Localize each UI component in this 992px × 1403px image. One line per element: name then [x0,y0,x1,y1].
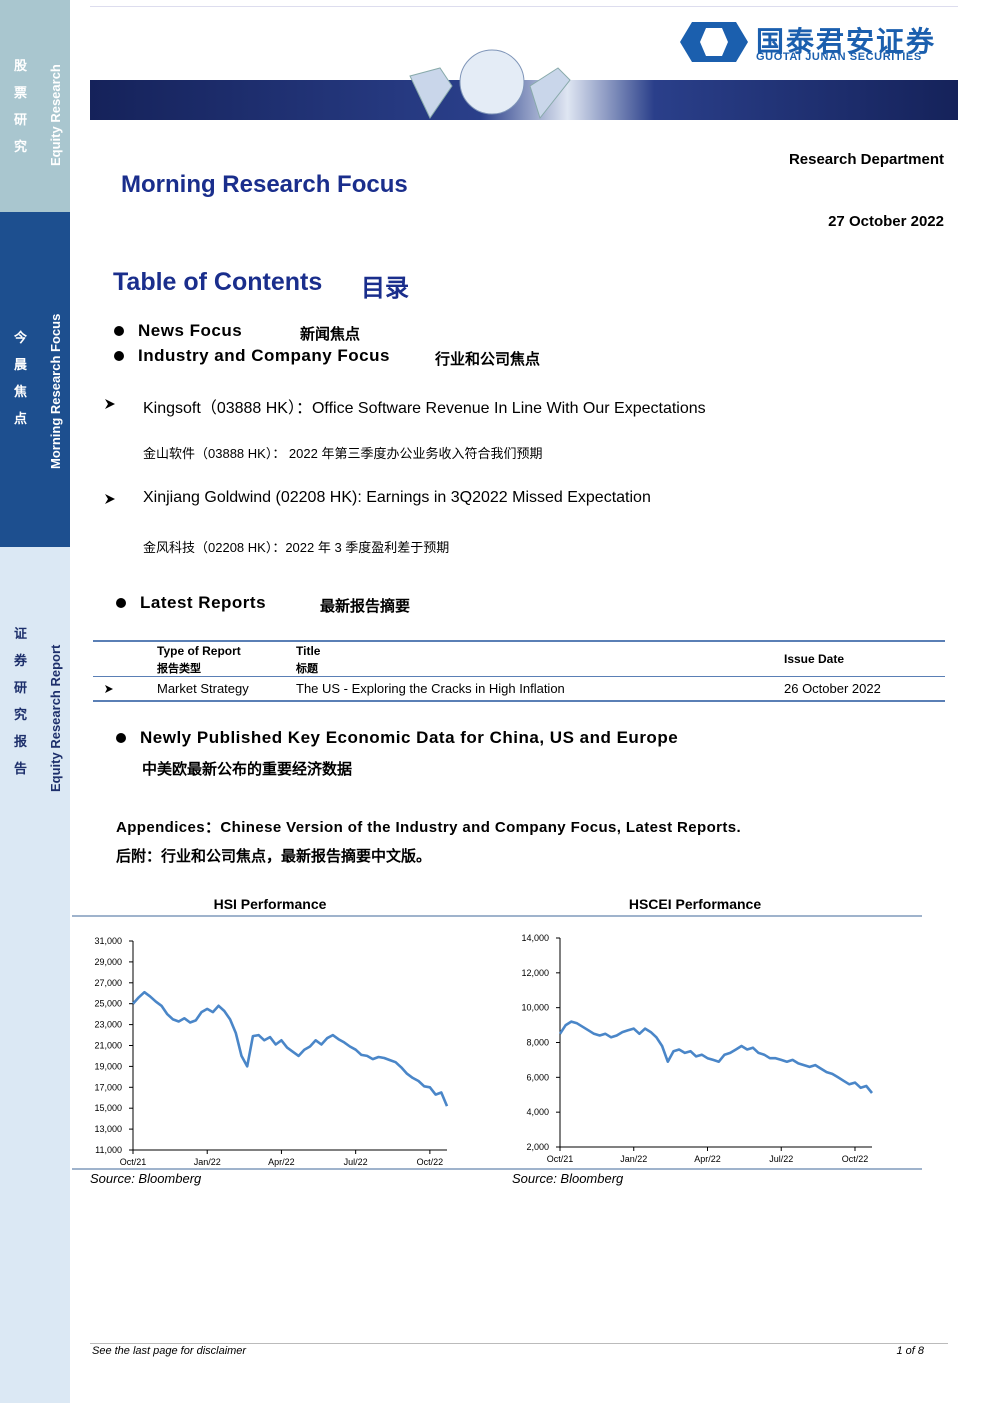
bullet [116,733,126,743]
toc-title-zh: 目录 [361,275,409,302]
y-tick-label: 6,000 [526,1072,549,1082]
sidebar-block [0,0,70,212]
section-zh: 最新报告摘要 [320,598,411,615]
title: Morning Research Focus [121,171,408,198]
bullet-en: Industry and Company Focus [138,346,390,365]
sidebar-en: Morning Research Focus [48,313,63,469]
bullet-zh: 行业和公司焦点 [435,351,541,368]
y-tick-label: 13,000 [94,1124,122,1134]
diamond [409,67,453,119]
department: Research Department [788,151,944,168]
y-tick-label: 11,000 [95,1145,122,1155]
x-tick-label: Oct/21 [547,1154,574,1164]
y-tick-label: 25,000 [94,999,122,1009]
y-tick-label: 15,000 [94,1103,122,1113]
table-cell: Market Strategy [157,681,249,696]
arrow-icon [105,494,115,504]
header [90,6,958,121]
section-en: Newly Published Key Economic Data for Ch… [140,728,679,747]
diamonds [409,49,571,120]
diamond [529,67,571,120]
sidebar-block [0,212,70,547]
x-tick-label: Jan/22 [620,1154,647,1164]
footer-page: 1 of 8 [896,1345,924,1357]
arrow-icon [105,399,115,409]
diamond [459,49,525,115]
logo-zh: 国泰君安证券 [756,26,937,57]
y-tick-label: 21,000 [94,1041,122,1051]
chart: HSI Performance Source: Bloomberg 11,000 13… [72,896,502,1186]
date: 27 October 2022 [828,213,944,230]
bullet [114,326,124,336]
sidebar-zh: 证券研究报告 [14,626,28,776]
sidebar-en: Equity Research Report [48,644,63,792]
arrow-shape [105,399,115,409]
x-tick-label: Jan/22 [194,1157,221,1167]
logo-mark [680,22,748,62]
x-tick-label: Apr/22 [268,1157,295,1167]
y-tick-label: 23,000 [94,1020,122,1030]
appendices-en: Appendices：Chinese Version of the Indust… [116,819,742,836]
arrow-icon [105,685,113,693]
item-zh: 金风科技（02208 HK）：2022 年 3 季度盈利差于预期 [143,540,450,555]
y-tick-label: 10,000 [521,1003,549,1013]
y-tick-label: 17,000 [94,1082,122,1092]
bullet [114,351,124,361]
x-tick-label: Jul/22 [769,1154,793,1164]
bullet [116,598,126,608]
y-tick-label: 12,000 [521,968,549,978]
table-header: Title [296,644,321,658]
logo-inner [700,28,728,56]
chart-title: HSI Performance [214,896,327,912]
chart: HSCEI Performance Source: Bloomberg 2,000 4… [500,896,922,1186]
data-line [558,1020,874,1094]
footer-rule [90,1343,948,1344]
chart-title: HSCEI Performance [629,896,761,912]
table-header: Type of Report [157,644,241,658]
table-header-zh: 报告类型 [157,663,201,675]
x-tick-label: Oct/21 [120,1157,147,1167]
y-tick-label: 4,000 [526,1107,549,1117]
sidebar-en: Equity Research [48,64,63,166]
chart-source: Source: Bloomberg [90,1171,202,1186]
y-tick-label: 29,000 [94,957,122,967]
table-rule [93,640,945,642]
section-en: Latest Reports [140,593,267,612]
x-tick-label: Oct/22 [842,1154,869,1164]
x-tick-label: Apr/22 [694,1154,721,1164]
appendices-zh: 后附：行业和公司焦点，最新报告摘要中文版。 [116,848,432,865]
toc-title: Table of Contents [113,268,323,296]
bullet-en: News Focus [138,321,243,340]
arrow-shape [105,685,113,693]
y-tick-label: 2,000 [526,1142,549,1152]
y-tick-label: 19,000 [94,1061,122,1071]
bullet-zh: 新闻焦点 [300,326,361,343]
table-rule [93,700,945,702]
table-header: Issue Date [784,652,845,666]
item-en: Xinjiang Goldwind (02208 HK): Earnings i… [143,489,651,506]
table-header-zh: 标题 [296,663,318,675]
footer-disclaimer: See the last page for disclaimer [92,1345,247,1357]
item-en: Kingsoft（03888 HK）：Office Software Reven… [143,400,706,417]
data-line [132,990,449,1107]
chart-source: Source: Bloomberg [512,1171,624,1186]
y-tick-label: 31,000 [94,936,122,946]
table-cell: 26 October 2022 [784,681,881,696]
sidebar-zh: 股票研究 [14,58,28,154]
table-cell: The US - Exploring the Cracks in High In… [296,681,565,696]
y-tick-label: 14,000 [521,933,549,943]
y-tick-label: 8,000 [526,1038,549,1048]
sidebar-zh: 今晨焦点 [14,330,28,426]
x-tick-label: Jul/22 [344,1157,368,1167]
sidebar-block [0,547,70,1403]
arrow-shape [105,494,115,504]
section-zh: 中美欧最新公布的重要经济数据 [142,761,353,778]
table-rule [93,676,945,677]
y-tick-label: 27,000 [94,978,122,988]
item-zh: 金山软件（03888 HK）： 2022 年第三季度办公业务收入符合我们预期 [143,446,543,461]
x-tick-label: Oct/22 [417,1157,444,1167]
logo-en: GUOTAI JUNAN SECURITIES [756,51,922,63]
